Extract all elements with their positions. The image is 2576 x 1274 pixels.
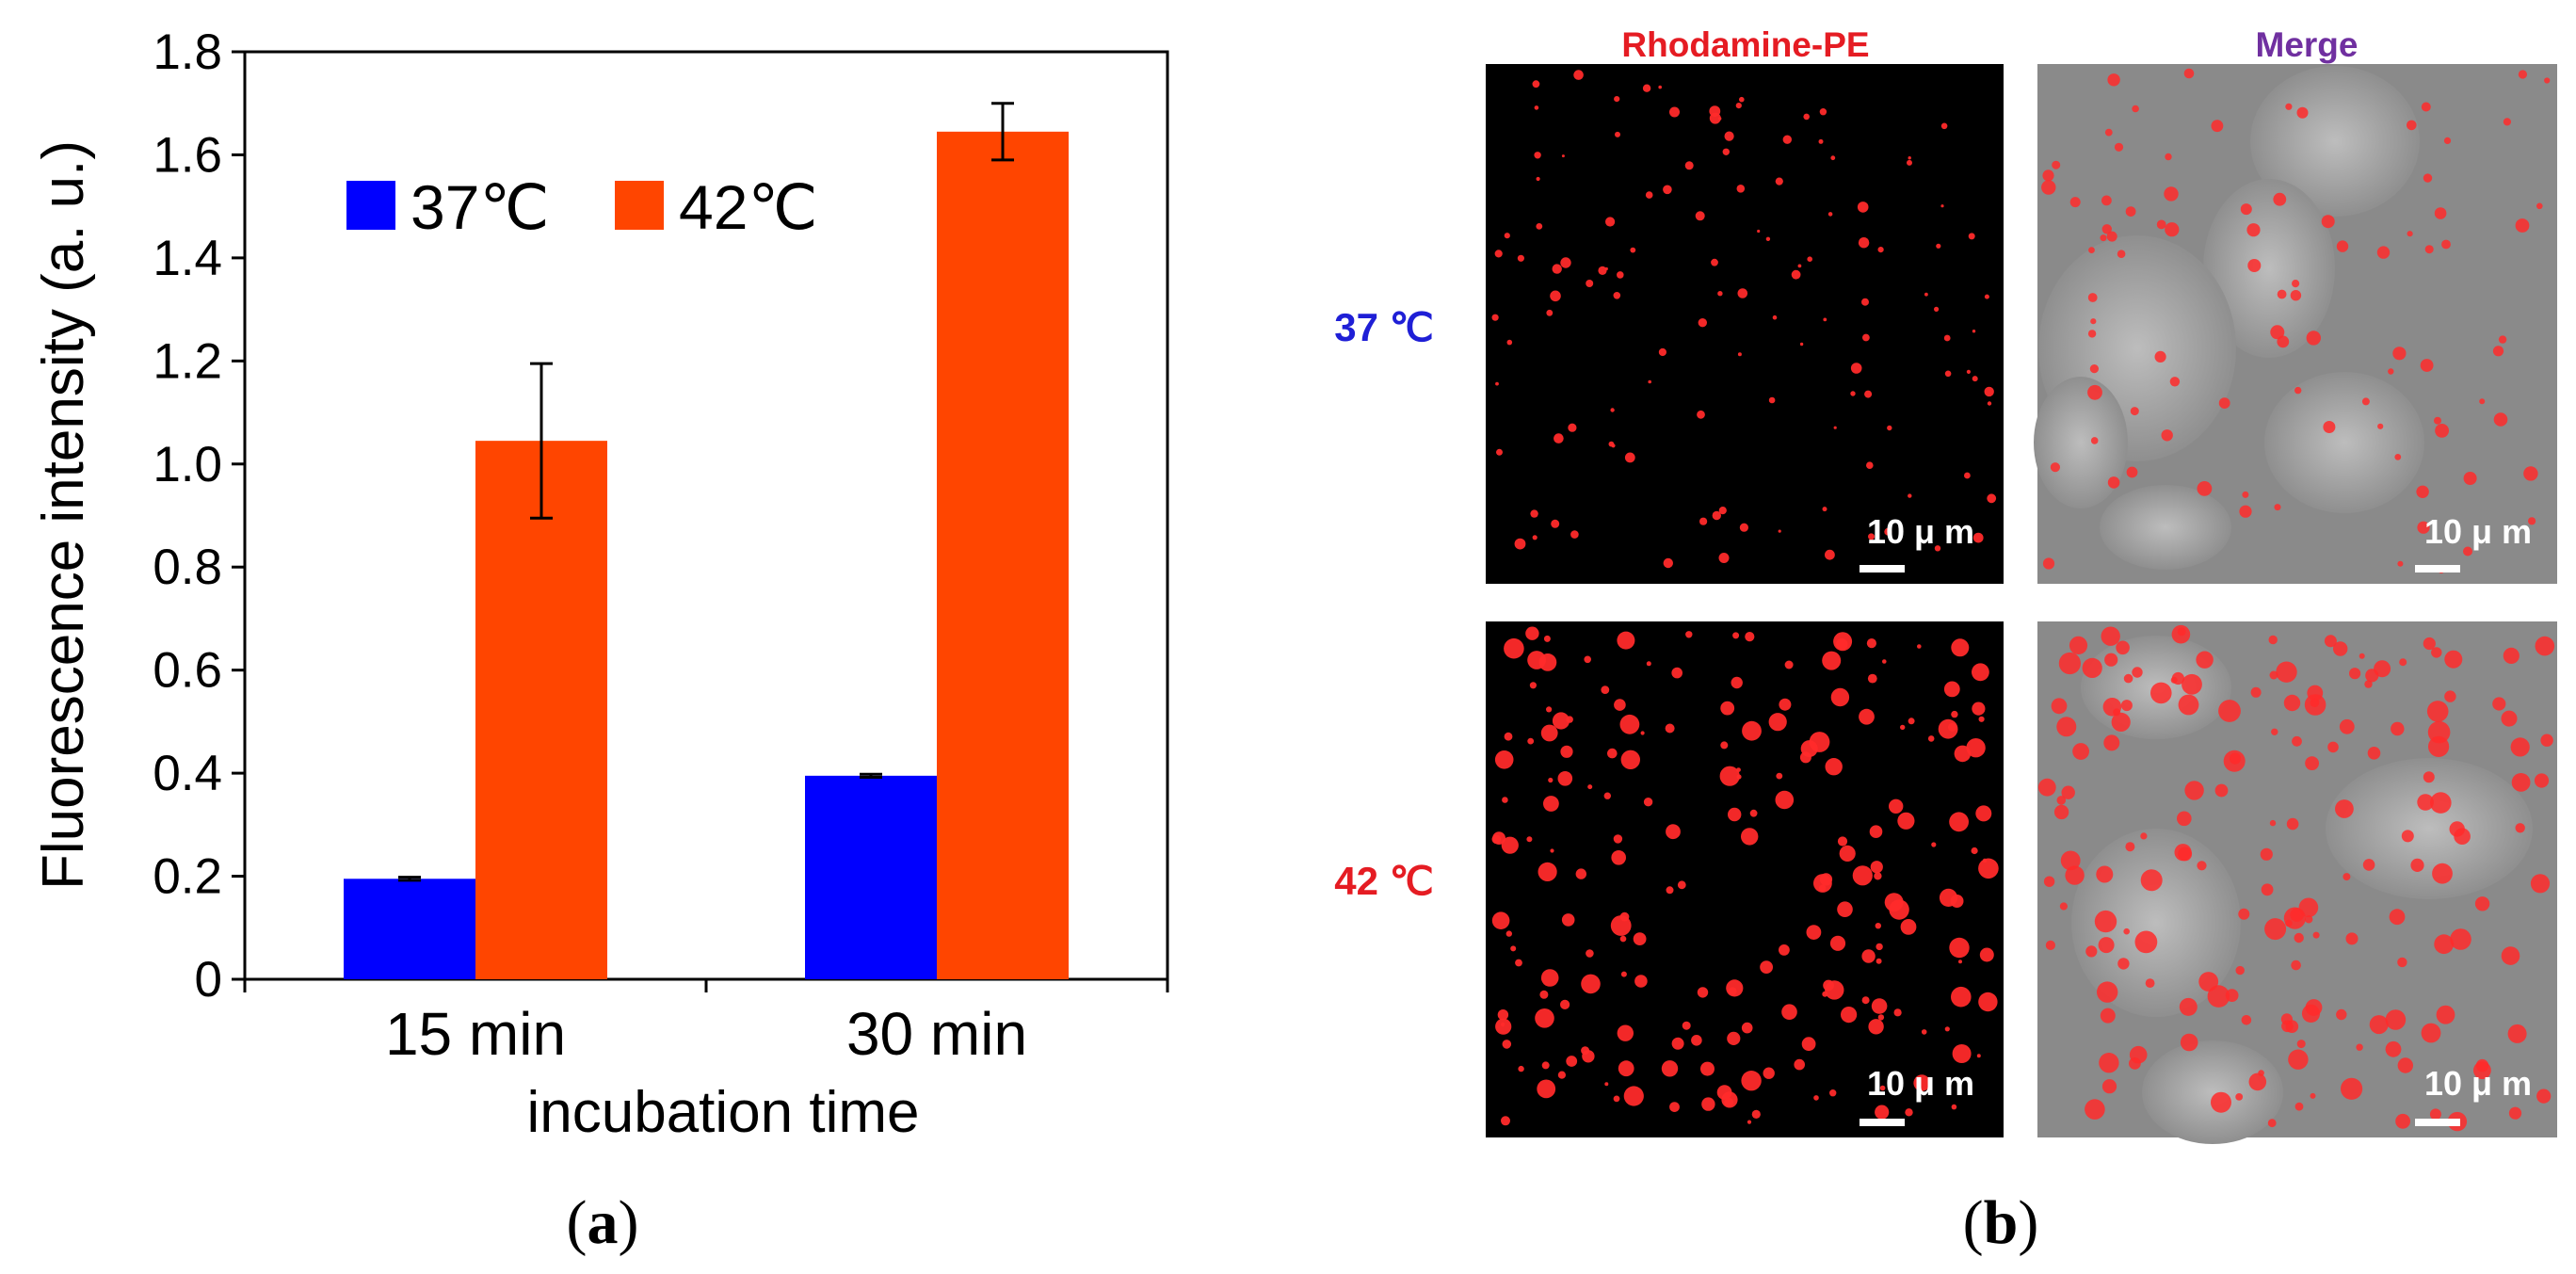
y-tick-label: 1.4: [153, 231, 222, 286]
bar: [805, 775, 937, 979]
x-tick-label: 30 min: [846, 1000, 1027, 1068]
error-bars: [398, 102, 1014, 882]
image-rhodamine-37c: 10 μ m: [1486, 64, 2004, 584]
bar-chart-panel: 0 0.2 0.4 0.6 0.8 1.0 1.2 1.4 1.6 1.8 15 min 30 mi…: [31, 24, 1169, 1257]
legend: 37℃ 42℃: [346, 172, 818, 242]
legend-label: 37℃: [411, 172, 550, 242]
column-header-rhodamine: Rhodamine-PE: [1621, 25, 1869, 64]
y-tick-label: 0.8: [153, 540, 222, 595]
panel-b-label: (b): [1963, 1188, 2039, 1257]
x-axis: 15 min 30 min: [243, 979, 1169, 1068]
row-label-42c: 42 ℃: [1334, 859, 1434, 903]
legend-swatch: [346, 181, 395, 230]
x-axis-title: incubation time: [526, 1080, 919, 1145]
bar: [475, 441, 607, 979]
x-tick-label: 15 min: [385, 1000, 566, 1068]
y-tick-label: 0: [195, 952, 222, 1008]
legend-swatch: [615, 181, 664, 230]
bar-series: [344, 131, 1069, 979]
scale-bar-label: 10 μ m: [2424, 1064, 2532, 1103]
scale-bar-label: 10 μ m: [2424, 512, 2532, 551]
column-header-merge: Merge: [2256, 25, 2359, 64]
microscopy-panel: Rhodamine-PE Merge 37 ℃ 42 ℃ 10 μ m 10 μ…: [1334, 25, 2557, 1257]
bar: [937, 131, 1069, 979]
panel-a-label: (a): [567, 1188, 639, 1257]
y-axis: 0 0.2 0.4 0.6 0.8 1.0 1.2 1.4 1.6 1.8: [153, 24, 245, 1008]
y-tick-label: 0.4: [153, 746, 222, 801]
scale-bar-label: 10 μ m: [1867, 512, 1974, 551]
image-rhodamine-42c: 10 μ m: [1486, 621, 2004, 1137]
y-tick-label: 0.6: [153, 643, 222, 699]
image-merge-37c: 10 μ m: [2034, 64, 2557, 584]
scale-bar-label: 10 μ m: [1867, 1064, 1974, 1103]
y-tick-label: 1.8: [153, 24, 222, 80]
y-tick-label: 1.2: [153, 333, 222, 389]
y-tick-label: 0.2: [153, 849, 222, 905]
image-merge-42c: 10 μ m: [2037, 621, 2557, 1144]
bar: [344, 879, 475, 979]
row-label-37c: 37 ℃: [1334, 305, 1434, 349]
y-axis-title: Fluorescence intensity (a. u.): [31, 140, 96, 890]
y-tick-label: 1.0: [153, 437, 222, 492]
legend-label: 42℃: [679, 172, 818, 242]
y-tick-label: 1.6: [153, 127, 222, 183]
